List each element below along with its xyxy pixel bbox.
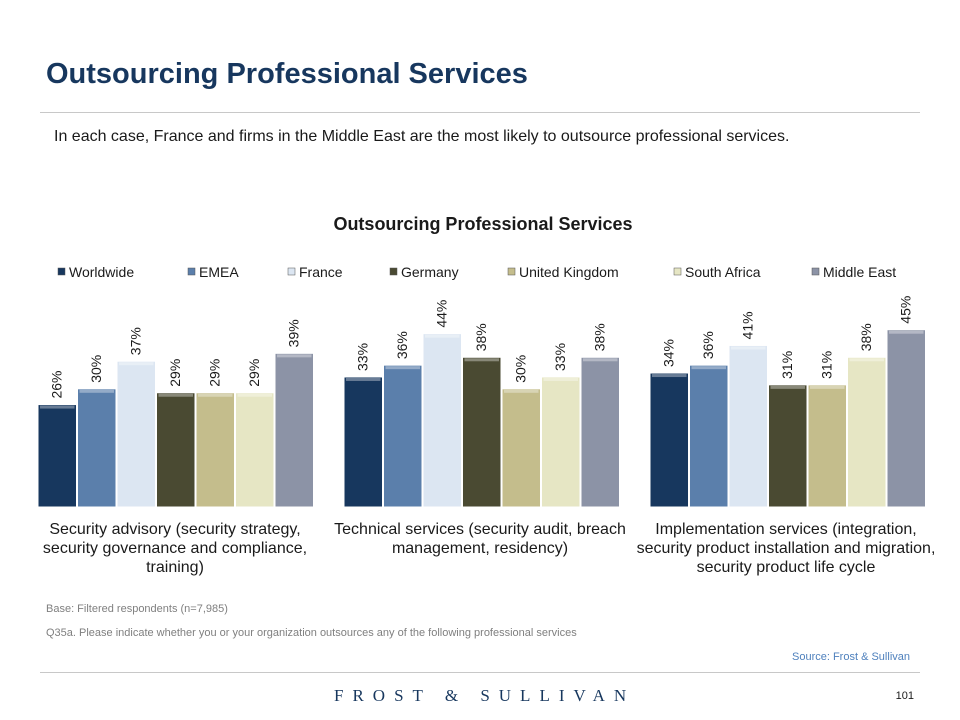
- bar-france-1: [116, 360, 156, 508]
- value-label-south-africa-3: 38%: [858, 323, 874, 351]
- legend-swatch-middle-east: [811, 267, 820, 276]
- category-label-implementation-services: Implementation services (integration, se…: [636, 521, 936, 576]
- frost-sullivan-logo: FROST & SULLIVAN: [334, 686, 636, 705]
- bar-highlight-emea-1: [79, 389, 114, 393]
- chart-title: Outsourcing Professional Services: [333, 214, 632, 234]
- bar-emea-2: [383, 364, 423, 508]
- value-label-france-2: 44%: [434, 300, 450, 328]
- legend-label-emea: EMEA: [199, 264, 239, 280]
- bar-highlight-emea-2: [385, 366, 420, 370]
- bar-emea-3: [689, 364, 729, 508]
- legend-label-middle-east: Middle East: [823, 264, 896, 280]
- legend-swatch-south-africa: [673, 267, 682, 276]
- base-note: Base: Filtered respondents (n=7,985): [46, 603, 228, 615]
- legend-swatch-france: [287, 267, 296, 276]
- chart-bars: [37, 329, 926, 508]
- bar-highlight-france-3: [731, 346, 766, 350]
- bar-highlight-france-1: [119, 362, 154, 366]
- value-label-germany-1: 29%: [167, 359, 183, 387]
- value-label-emea-1: 30%: [88, 355, 104, 383]
- value-label-worldwide-3: 34%: [661, 339, 677, 367]
- category-label-security-advisory: Security advisory (security strategy, se…: [42, 521, 308, 576]
- footer-divider: [40, 672, 920, 673]
- value-label-south-africa-1: 29%: [246, 359, 262, 387]
- bar-south-africa-2: [541, 376, 581, 508]
- bar-germany-1: [156, 392, 196, 508]
- value-label-middle-east-2: 38%: [592, 323, 608, 351]
- value-label-united-kingdom-1: 29%: [207, 359, 223, 387]
- bar-worldwide-1: [37, 404, 77, 508]
- legend-swatch-united-kingdom: [507, 267, 516, 276]
- legend-label-germany: Germany: [401, 264, 459, 280]
- bar-highlight-germany-2: [464, 358, 499, 362]
- legend-swatch-germany: [389, 267, 398, 276]
- value-label-france-1: 37%: [128, 327, 144, 355]
- legend-label-united-kingdom: United Kingdom: [519, 264, 619, 280]
- chart-legend: Worldwide EMEA France Germany United Kingdom…: [57, 264, 896, 280]
- value-label-emea-2: 36%: [394, 331, 410, 359]
- chart-value-labels: 26% 30% 37% 29% 29% 29% 39% 33% 36% 44% 38% 30% 33% 3…: [49, 296, 914, 399]
- bar-highlight-worldwide-1: [40, 405, 75, 409]
- value-label-middle-east-3: 45%: [898, 296, 914, 324]
- bar-germany-3: [768, 384, 808, 508]
- legend-swatch-worldwide: [57, 267, 66, 276]
- question-note: Q35a. Please indicate whether you or you…: [46, 627, 577, 639]
- bar-highlight-middle-east-1: [277, 354, 312, 358]
- bar-south-africa-3: [847, 356, 887, 508]
- bar-south-africa-1: [235, 392, 275, 508]
- category-label-technical-services: Technical services (security audit, brea…: [334, 521, 626, 557]
- bar-highlight-worldwide-2: [346, 377, 381, 381]
- bar-highlight-south-africa-3: [849, 358, 884, 362]
- value-label-france-3: 41%: [740, 311, 756, 339]
- page-number: 101: [895, 690, 914, 702]
- bar-highlight-united-kingdom-1: [198, 393, 233, 397]
- bar-highlight-germany-1: [158, 393, 193, 397]
- value-label-united-kingdom-2: 30%: [513, 355, 529, 383]
- bar-highlight-united-kingdom-2: [504, 389, 539, 393]
- value-label-south-africa-2: 33%: [552, 343, 568, 371]
- bar-highlight-united-kingdom-3: [810, 385, 845, 389]
- bar-highlight-france-2: [425, 334, 460, 338]
- bar-middle-east-2: [580, 356, 620, 508]
- source-note: Source: Frost & Sullivan: [792, 651, 910, 663]
- bar-highlight-worldwide-3: [652, 374, 687, 378]
- value-label-united-kingdom-3: 31%: [819, 351, 835, 379]
- bar-emea-1: [77, 388, 117, 508]
- bar-highlight-germany-3: [770, 385, 805, 389]
- legend-swatch-emea: [187, 267, 196, 276]
- bar-germany-2: [462, 356, 502, 508]
- value-label-germany-3: 31%: [779, 351, 795, 379]
- legend-label-worldwide: Worldwide: [69, 264, 134, 280]
- value-label-germany-2: 38%: [473, 323, 489, 351]
- bar-worldwide-3: [649, 372, 689, 508]
- bar-france-2: [422, 333, 462, 508]
- bar-worldwide-2: [343, 376, 383, 508]
- bar-united-kingdom-2: [501, 388, 541, 508]
- value-label-worldwide-1: 26%: [49, 371, 65, 399]
- bar-middle-east-3: [886, 329, 926, 508]
- value-label-emea-3: 36%: [700, 331, 716, 359]
- bar-france-3: [728, 344, 768, 508]
- bar-highlight-middle-east-3: [889, 330, 924, 334]
- legend-label-south-africa: South Africa: [685, 264, 761, 280]
- legend-label-france: France: [299, 264, 343, 280]
- value-label-worldwide-2: 33%: [355, 343, 371, 371]
- bar-highlight-south-africa-1: [237, 393, 272, 397]
- bar-highlight-middle-east-2: [583, 358, 618, 362]
- title-divider: [40, 112, 920, 113]
- bar-highlight-south-africa-2: [543, 377, 578, 381]
- page-title: Outsourcing Professional Services: [46, 58, 528, 90]
- bar-middle-east-1: [274, 352, 314, 508]
- bar-united-kingdom-3: [807, 384, 847, 508]
- bar-highlight-emea-3: [691, 366, 726, 370]
- page-subtitle: In each case, France and firms in the Mi…: [54, 128, 790, 145]
- bar-united-kingdom-1: [195, 392, 235, 508]
- value-label-middle-east-1: 39%: [286, 319, 302, 347]
